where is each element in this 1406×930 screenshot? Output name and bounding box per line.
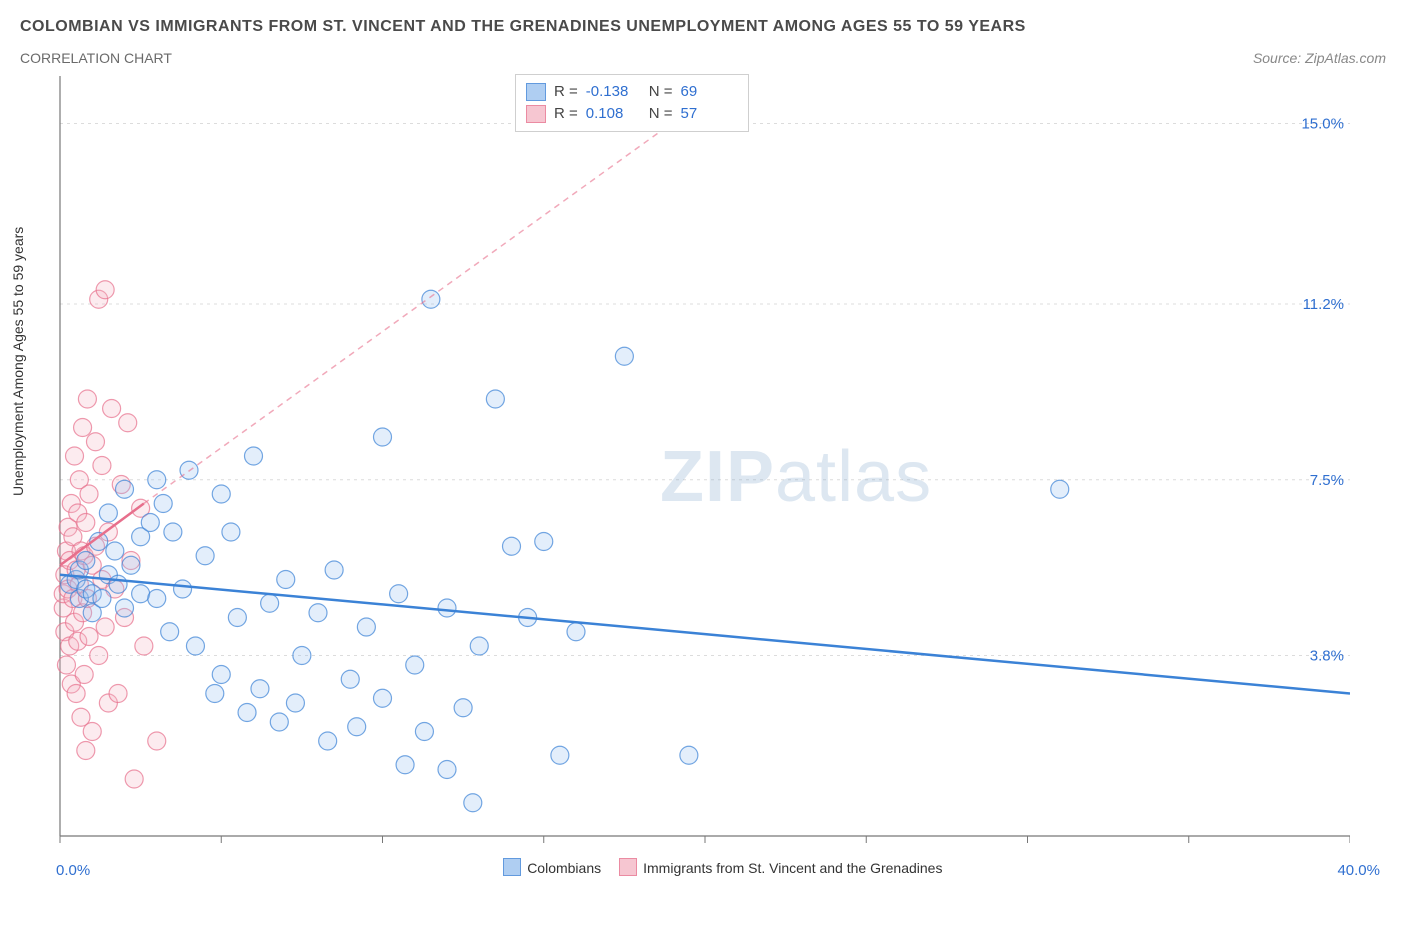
page-subtitle: CORRELATION CHART [20,50,172,66]
x-axis-max-label: 40.0% [1337,862,1380,879]
stats-box: R =-0.138N =69R =0.108N =57 [515,74,749,132]
svg-text:7.5%: 7.5% [1310,472,1344,489]
svg-text:15.0%: 15.0% [1301,116,1344,133]
y-axis-label: Unemployment Among Ages 55 to 59 years [10,227,26,496]
svg-text:11.2%: 11.2% [1303,296,1344,313]
correlation-chart: 15.0% 11.2% 7.5% 3.8% [20,76,1350,856]
page-title: COLOMBIAN VS IMMIGRANTS FROM ST. VINCENT… [20,18,1386,36]
legend: ColombiansImmigrants from St. Vincent an… [485,858,942,879]
x-axis-min-label: 0.0% [56,862,90,879]
source-label: Source: ZipAtlas.com [1253,50,1386,66]
svg-text:3.8%: 3.8% [1310,648,1344,665]
